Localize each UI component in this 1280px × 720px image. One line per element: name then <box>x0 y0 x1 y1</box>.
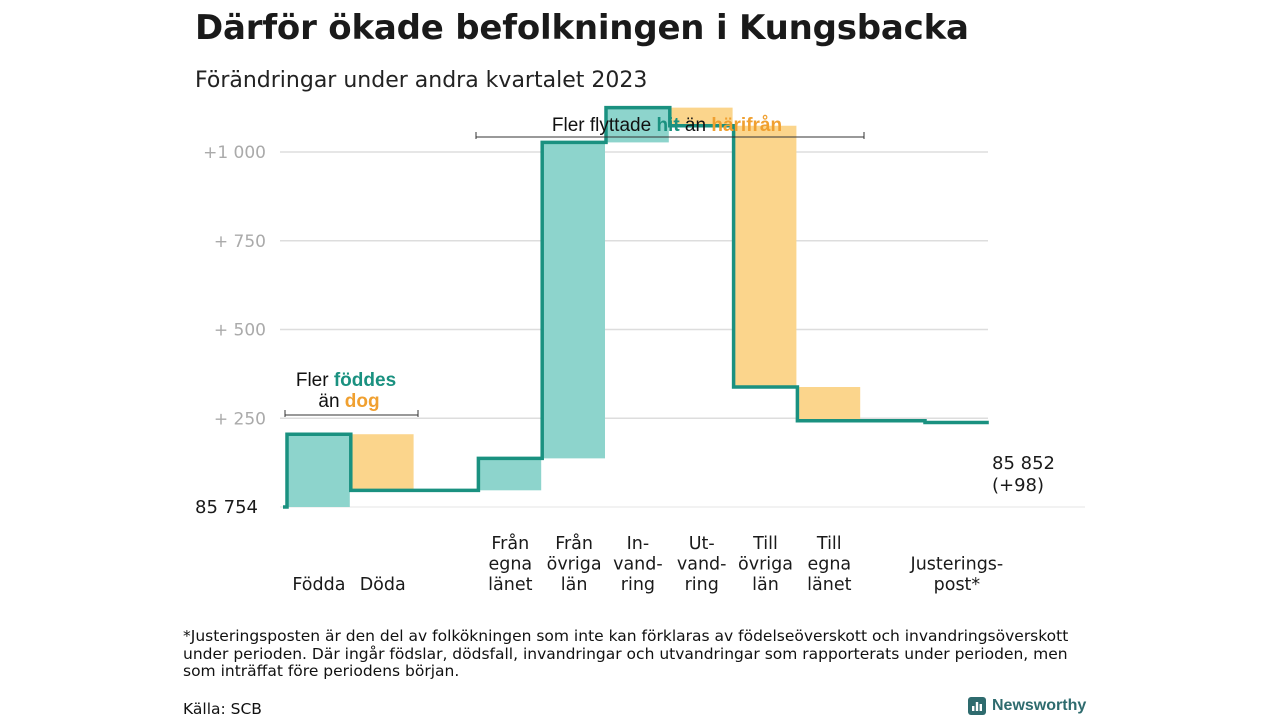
end-value-label: 85 852 <box>992 453 1055 474</box>
migration-annotation: Fler flyttade hit än härifrån <box>552 115 782 136</box>
category-label-0: Födda <box>292 575 345 595</box>
category-label-line: egna <box>488 555 532 575</box>
bar-8 <box>798 387 861 421</box>
category-label-1: Döda <box>360 575 406 595</box>
annotation-text: än <box>318 391 344 412</box>
end-change-label: (+98) <box>992 475 1044 496</box>
category-label-6: Ut-vand-ring <box>677 534 727 595</box>
category-label-line: ring <box>621 575 655 595</box>
category-label-8: Till egna länet <box>807 534 851 595</box>
category-label-10: Justerings-post* <box>910 555 1004 596</box>
category-label-line: vand- <box>613 555 663 575</box>
bar-chart-icon <box>968 697 986 715</box>
category-label-line: post* <box>934 575 981 595</box>
brand-name: Newsworthy <box>992 697 1087 714</box>
annotation-text: Fler <box>296 370 334 391</box>
annotation-accent-in: hit <box>656 115 680 136</box>
category-label-line: Födda <box>292 575 345 595</box>
category-label-line: Döda <box>360 575 406 595</box>
annotation-accent-out: dog <box>345 391 380 412</box>
bar-3 <box>479 458 542 491</box>
category-label-line: Justerings- <box>910 555 1004 575</box>
category-label-line: egna <box>807 555 851 575</box>
category-label-line: Från <box>555 533 593 554</box>
chart-subtitle: Förändringar under andra kvartalet 2023 <box>195 68 648 93</box>
bar-1 <box>351 434 414 491</box>
chart-title: Därför ökade befolkningen i Kungsbacka <box>195 8 969 48</box>
births-annotation-line1: Fler föddes <box>296 370 396 391</box>
category-label-line: länet <box>807 575 851 595</box>
category-label-line: län <box>561 575 588 595</box>
category-label-line: In- <box>627 534 650 554</box>
births-annotation-line2: än dog <box>318 391 379 412</box>
category-label-line: ring <box>685 575 719 595</box>
category-label-5: In-vand-ring <box>613 534 663 595</box>
bar-6 <box>670 107 733 126</box>
bar-4 <box>543 142 605 459</box>
y-tick-label-1: + 750 <box>214 232 266 252</box>
y-tick-label-0: +1 000 <box>203 143 266 163</box>
category-label-line: Till <box>816 534 842 554</box>
category-label-line: län <box>752 575 779 595</box>
category-label-line: övriga <box>738 555 793 575</box>
annotation-accent-in: föddes <box>334 370 396 391</box>
category-label-line: länet <box>488 575 532 595</box>
cumulative-step-line <box>283 105 989 509</box>
y-tick-label-2: + 500 <box>214 321 266 341</box>
annotation-accent-out: härifrån <box>711 115 782 136</box>
start-value-label: 85 754 <box>195 497 258 518</box>
annotation-text: Fler flyttade <box>552 115 657 136</box>
source-note: Källa: SCB <box>183 700 262 718</box>
category-label-3: Från egna länet <box>488 533 532 595</box>
category-label-7: Till övriga län <box>738 534 793 595</box>
category-label-line: vand- <box>677 555 727 575</box>
migration-bracket <box>475 132 865 139</box>
bar-7 <box>734 125 797 388</box>
y-tick-label-3: + 250 <box>214 409 266 429</box>
footnote: *Justeringsposten är den del av folkökni… <box>183 627 1069 680</box>
category-label-4: Från övriga län <box>547 533 602 595</box>
category-label-line: Till <box>752 534 778 554</box>
births-bracket <box>284 410 419 417</box>
bar-0 <box>288 434 350 507</box>
category-label-line: övriga <box>547 555 602 575</box>
category-label-line: Från <box>491 533 529 554</box>
annotation-text: än <box>680 115 712 136</box>
category-label-line: Ut- <box>689 534 715 554</box>
brand-logo[interactable]: Newsworthy <box>968 697 1086 715</box>
